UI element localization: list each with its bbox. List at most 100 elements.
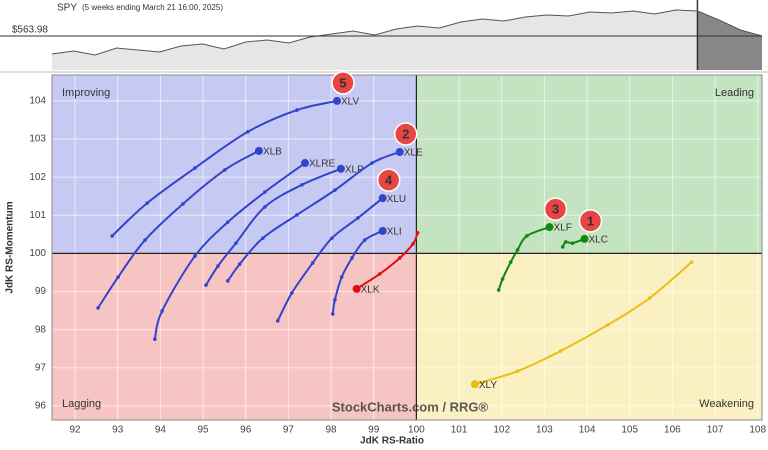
tail-point (370, 161, 374, 165)
head-point (395, 148, 404, 157)
tail-point (415, 231, 420, 235)
badge-circle (543, 197, 568, 221)
x-tick-label: 105 (621, 425, 638, 436)
quadrant-label: Weakening (699, 398, 754, 410)
tail-point (496, 288, 501, 292)
head-point (301, 159, 310, 168)
tail-point (563, 240, 568, 244)
y-tick-label: 100 (29, 248, 46, 259)
tail-point (362, 238, 367, 242)
spy-subtitle: (5 weeks ending March 21 16:00, 2025) (82, 3, 223, 12)
spy-last-price-label: $563.98 (12, 25, 49, 36)
rrg-panel: 92 93 94 95 96 97 98 99 100 101 102 103 104 105 106 107… (5, 71, 767, 447)
x-tick-label: 99 (368, 425, 380, 436)
x-tick-label: 104 (579, 425, 596, 436)
tail-line (205, 167, 342, 286)
x-axis-title: JdK RS-Ratio (360, 436, 424, 447)
head-point (378, 194, 387, 203)
x-tick-label: 107 (707, 425, 724, 436)
x-tick-label: 93 (112, 425, 124, 436)
tail-point (525, 234, 529, 238)
tail-point (310, 261, 315, 265)
tail-line (97, 149, 260, 309)
tail-point (500, 277, 505, 281)
tail-point (289, 291, 294, 295)
tail-line (561, 237, 585, 248)
tail-point (263, 190, 267, 194)
series-label: XLF (554, 223, 572, 234)
head-point (378, 226, 387, 235)
badge-circle (578, 209, 603, 233)
x-tick-label: 97 (283, 425, 295, 436)
y-tick-label: 101 (29, 210, 46, 221)
x-tick-label: 94 (155, 425, 167, 436)
series-label: XLU (387, 194, 406, 205)
tail-point (339, 275, 344, 279)
y-tick-label: 96 (35, 401, 47, 412)
tail-point (605, 323, 610, 327)
tail-point (145, 201, 149, 205)
badge-number: 5 (339, 75, 346, 90)
x-tick-label: 106 (664, 425, 681, 436)
watermark: StockCharts.com / RRG® (332, 399, 489, 414)
tail-point (570, 241, 575, 245)
y-tick-label: 103 (29, 134, 46, 145)
quadrant-label: Leading (715, 87, 754, 99)
tail-point (181, 202, 185, 206)
spy-highlight-area (697, 11, 762, 70)
tail-point (689, 260, 694, 264)
tail-point (237, 262, 242, 266)
tail-point (508, 260, 513, 264)
tail-line (153, 162, 306, 340)
tail-point (143, 238, 147, 242)
head-point (352, 284, 361, 293)
y-tick-label: 99 (35, 286, 47, 297)
tail-point (558, 349, 563, 353)
head-point (333, 96, 342, 105)
y-tick-label: 98 (35, 324, 47, 335)
badge-number: 3 (552, 202, 559, 217)
head-point (580, 234, 589, 243)
tail-point (204, 283, 208, 287)
tail-point (515, 248, 520, 252)
tail-line (111, 99, 338, 237)
tail-point (350, 256, 354, 260)
tail-point (225, 279, 230, 283)
quadrant-lagging (52, 253, 417, 420)
series-label: XLC (589, 235, 608, 246)
x-tick-label: 95 (197, 425, 209, 436)
spy-area (52, 10, 762, 70)
badge-number: 1 (587, 213, 594, 228)
tail-point (330, 312, 335, 316)
x-tick-label: 101 (451, 425, 468, 436)
quadrant-label: Improving (62, 87, 110, 99)
head-point (254, 146, 263, 155)
tail-point (647, 296, 652, 300)
series-label: XLRE (309, 159, 335, 170)
badge-number: 2 (402, 126, 409, 141)
series-label: XLY (479, 380, 497, 391)
tail-point (263, 205, 267, 209)
tail-point (234, 241, 238, 245)
y-tick-label: 97 (35, 362, 47, 373)
tail-point (260, 236, 265, 240)
y-tick-label: 104 (29, 96, 46, 107)
tail-point (275, 319, 280, 323)
y-axis-title: JdK RS-Momentum (5, 201, 16, 293)
tail-point (160, 309, 164, 313)
quadrant-label: Lagging (62, 398, 101, 410)
tail-point (411, 242, 415, 246)
plot-frame (51, 74, 763, 421)
head-point (470, 380, 479, 389)
x-tick-label: 98 (325, 425, 337, 436)
badge-circle (393, 122, 418, 146)
badge-number: 4 (385, 173, 393, 188)
series-label: XLB (263, 147, 282, 158)
tail-point (377, 272, 382, 276)
x-tick-label: 108 (749, 425, 766, 436)
tail-point (397, 256, 402, 260)
tail-point (356, 216, 360, 220)
tail-point (193, 254, 197, 258)
x-tick-label: 103 (536, 425, 553, 436)
